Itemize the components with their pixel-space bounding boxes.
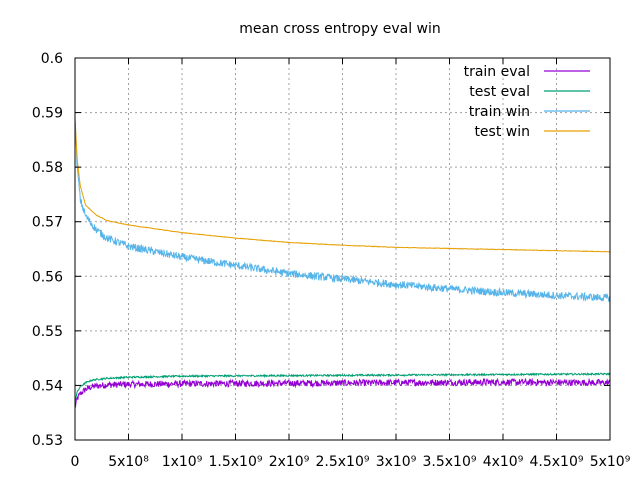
legend-label: test eval [469, 84, 530, 100]
y-tick-label: 0.57 [32, 215, 63, 231]
legend-label: test win [474, 124, 530, 140]
x-tick-label: 3x10⁹ [376, 454, 417, 470]
axis-ticks: 0 5x10⁸ 1x10⁹ 1.5x10⁹ 2x10⁹ 2.5x10⁹ 3x10⁹ 3.5x1… [32, 51, 631, 470]
series-line-train-eval [74, 377, 611, 408]
legend: train eval test eval train win test win [464, 64, 590, 140]
y-tick-label: 0.59 [32, 106, 63, 122]
series-line-train-win [74, 121, 611, 302]
x-tick-label: 5x10⁸ [108, 454, 149, 470]
series-line-test-win [74, 117, 611, 253]
y-tick-label: 0.53 [32, 433, 63, 449]
x-tick-label: 1x10⁹ [162, 454, 203, 470]
chart-title: mean cross entropy eval win [239, 21, 441, 37]
x-tick-label: 5x10⁹ [590, 454, 631, 470]
y-tick-label: 0.55 [32, 324, 63, 340]
series-layer [74, 117, 611, 408]
x-tick-label: 0 [71, 454, 80, 470]
x-tick-label: 4.5x10⁹ [530, 454, 584, 470]
y-tick-label: 0.58 [32, 160, 63, 176]
x-tick-label: 3.5x10⁹ [423, 454, 477, 470]
x-tick-label: 4x10⁹ [483, 454, 524, 470]
x-tick-label: 1.5x10⁹ [209, 454, 263, 470]
x-tick-label: 2x10⁹ [269, 454, 310, 470]
x-tick-label: 2.5x10⁹ [316, 454, 370, 470]
series-line-test-eval [74, 372, 611, 403]
y-tick-label: 0.54 [32, 378, 63, 394]
y-tick-label: 0.6 [41, 51, 63, 67]
legend-label: train win [469, 104, 530, 120]
legend-label: train eval [464, 64, 530, 80]
y-tick-label: 0.56 [32, 269, 63, 285]
